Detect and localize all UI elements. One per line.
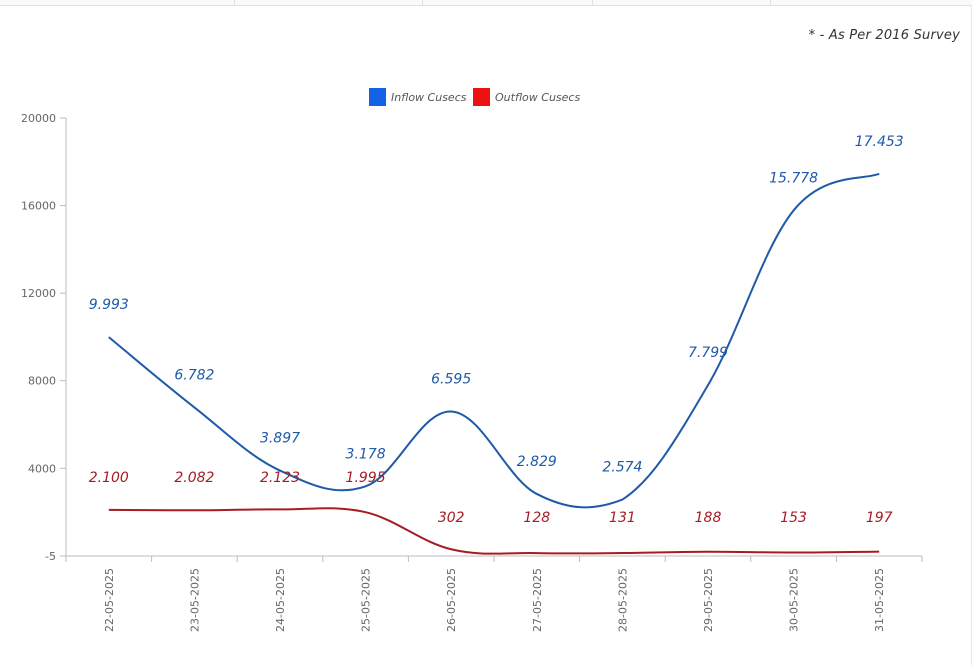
toolbar-divider — [770, 0, 771, 5]
y-tick-label: -5 — [45, 550, 56, 563]
inflow-data-label: 6.595 — [431, 371, 471, 387]
inflow-data-label: 17.453 — [855, 134, 904, 150]
outflow-data-label: 153 — [780, 510, 807, 526]
legend-label-outflow: Outflow Cusecs — [495, 91, 580, 104]
chart-legend: Inflow Cusecs Outflow Cusecs — [369, 88, 580, 106]
chart-series — [108, 172, 880, 555]
outflow-data-label: 131 — [609, 510, 636, 526]
inflow-data-label: 9.993 — [89, 297, 129, 313]
x-tick-label: 22-05-2025 — [103, 568, 116, 632]
inflow-data-label: 3.897 — [260, 431, 300, 447]
legend-swatch-inflow — [369, 88, 386, 106]
inflow-data-label: 2.574 — [602, 460, 642, 476]
inflow-data-label: 3.178 — [346, 446, 386, 462]
outflow-data-label: 302 — [438, 510, 465, 526]
legend-label-inflow: Inflow Cusecs — [391, 91, 467, 104]
y-tick-label: 4000 — [28, 462, 56, 475]
toolbar-divider — [422, 0, 423, 5]
x-tick-label: 24-05-2025 — [274, 568, 287, 632]
outflow-data-label: 2.082 — [174, 470, 214, 486]
y-tick-label: 12000 — [21, 287, 56, 300]
x-tick-label: 28-05-2025 — [616, 568, 629, 632]
x-tick-label: 30-05-2025 — [788, 568, 801, 632]
y-tick-label: 16000 — [21, 200, 56, 213]
x-tick-label: 25-05-2025 — [360, 568, 373, 632]
inflow-series-line — [108, 172, 880, 509]
outflow-data-label: 2.100 — [89, 470, 129, 486]
outflow-data-label: 1.995 — [346, 470, 386, 486]
survey-note: * - As Per 2016 Survey — [808, 28, 960, 43]
inflow-data-label: 6.782 — [174, 367, 214, 383]
x-tick-label: 31-05-2025 — [873, 568, 886, 632]
chart-axes: 20000 16000 12000 8000 4000 -5 22-05-2025 23-05… — [21, 112, 923, 632]
top-toolbar-strip — [0, 0, 972, 6]
outflow-data-label: 188 — [695, 510, 722, 526]
y-tick-label: 8000 — [28, 375, 56, 388]
y-tick-label: 20000 — [21, 112, 56, 125]
legend-swatch-outflow — [473, 88, 490, 106]
x-tick-label: 27-05-2025 — [531, 568, 544, 632]
outflow-data-label: 128 — [523, 510, 550, 526]
outflow-data-label: 2.123 — [260, 470, 300, 486]
toolbar-divider — [234, 0, 235, 5]
toolbar-divider — [592, 0, 593, 5]
x-tick-label: 23-05-2025 — [188, 568, 201, 632]
outflow-data-label: 197 — [866, 510, 893, 526]
x-tick-label: 29-05-2025 — [702, 568, 715, 632]
inflow-data-label: 7.799 — [688, 345, 728, 361]
outflow-series-line — [108, 507, 880, 555]
chart-data-labels: 9.993 6.782 3.897 3.178 6.595 2.829 2.574 7.799… — [89, 134, 904, 526]
inflow-data-label: 2.829 — [517, 454, 557, 470]
inflow-data-label: 15.778 — [769, 170, 818, 186]
x-tick-label: 26-05-2025 — [445, 568, 458, 632]
